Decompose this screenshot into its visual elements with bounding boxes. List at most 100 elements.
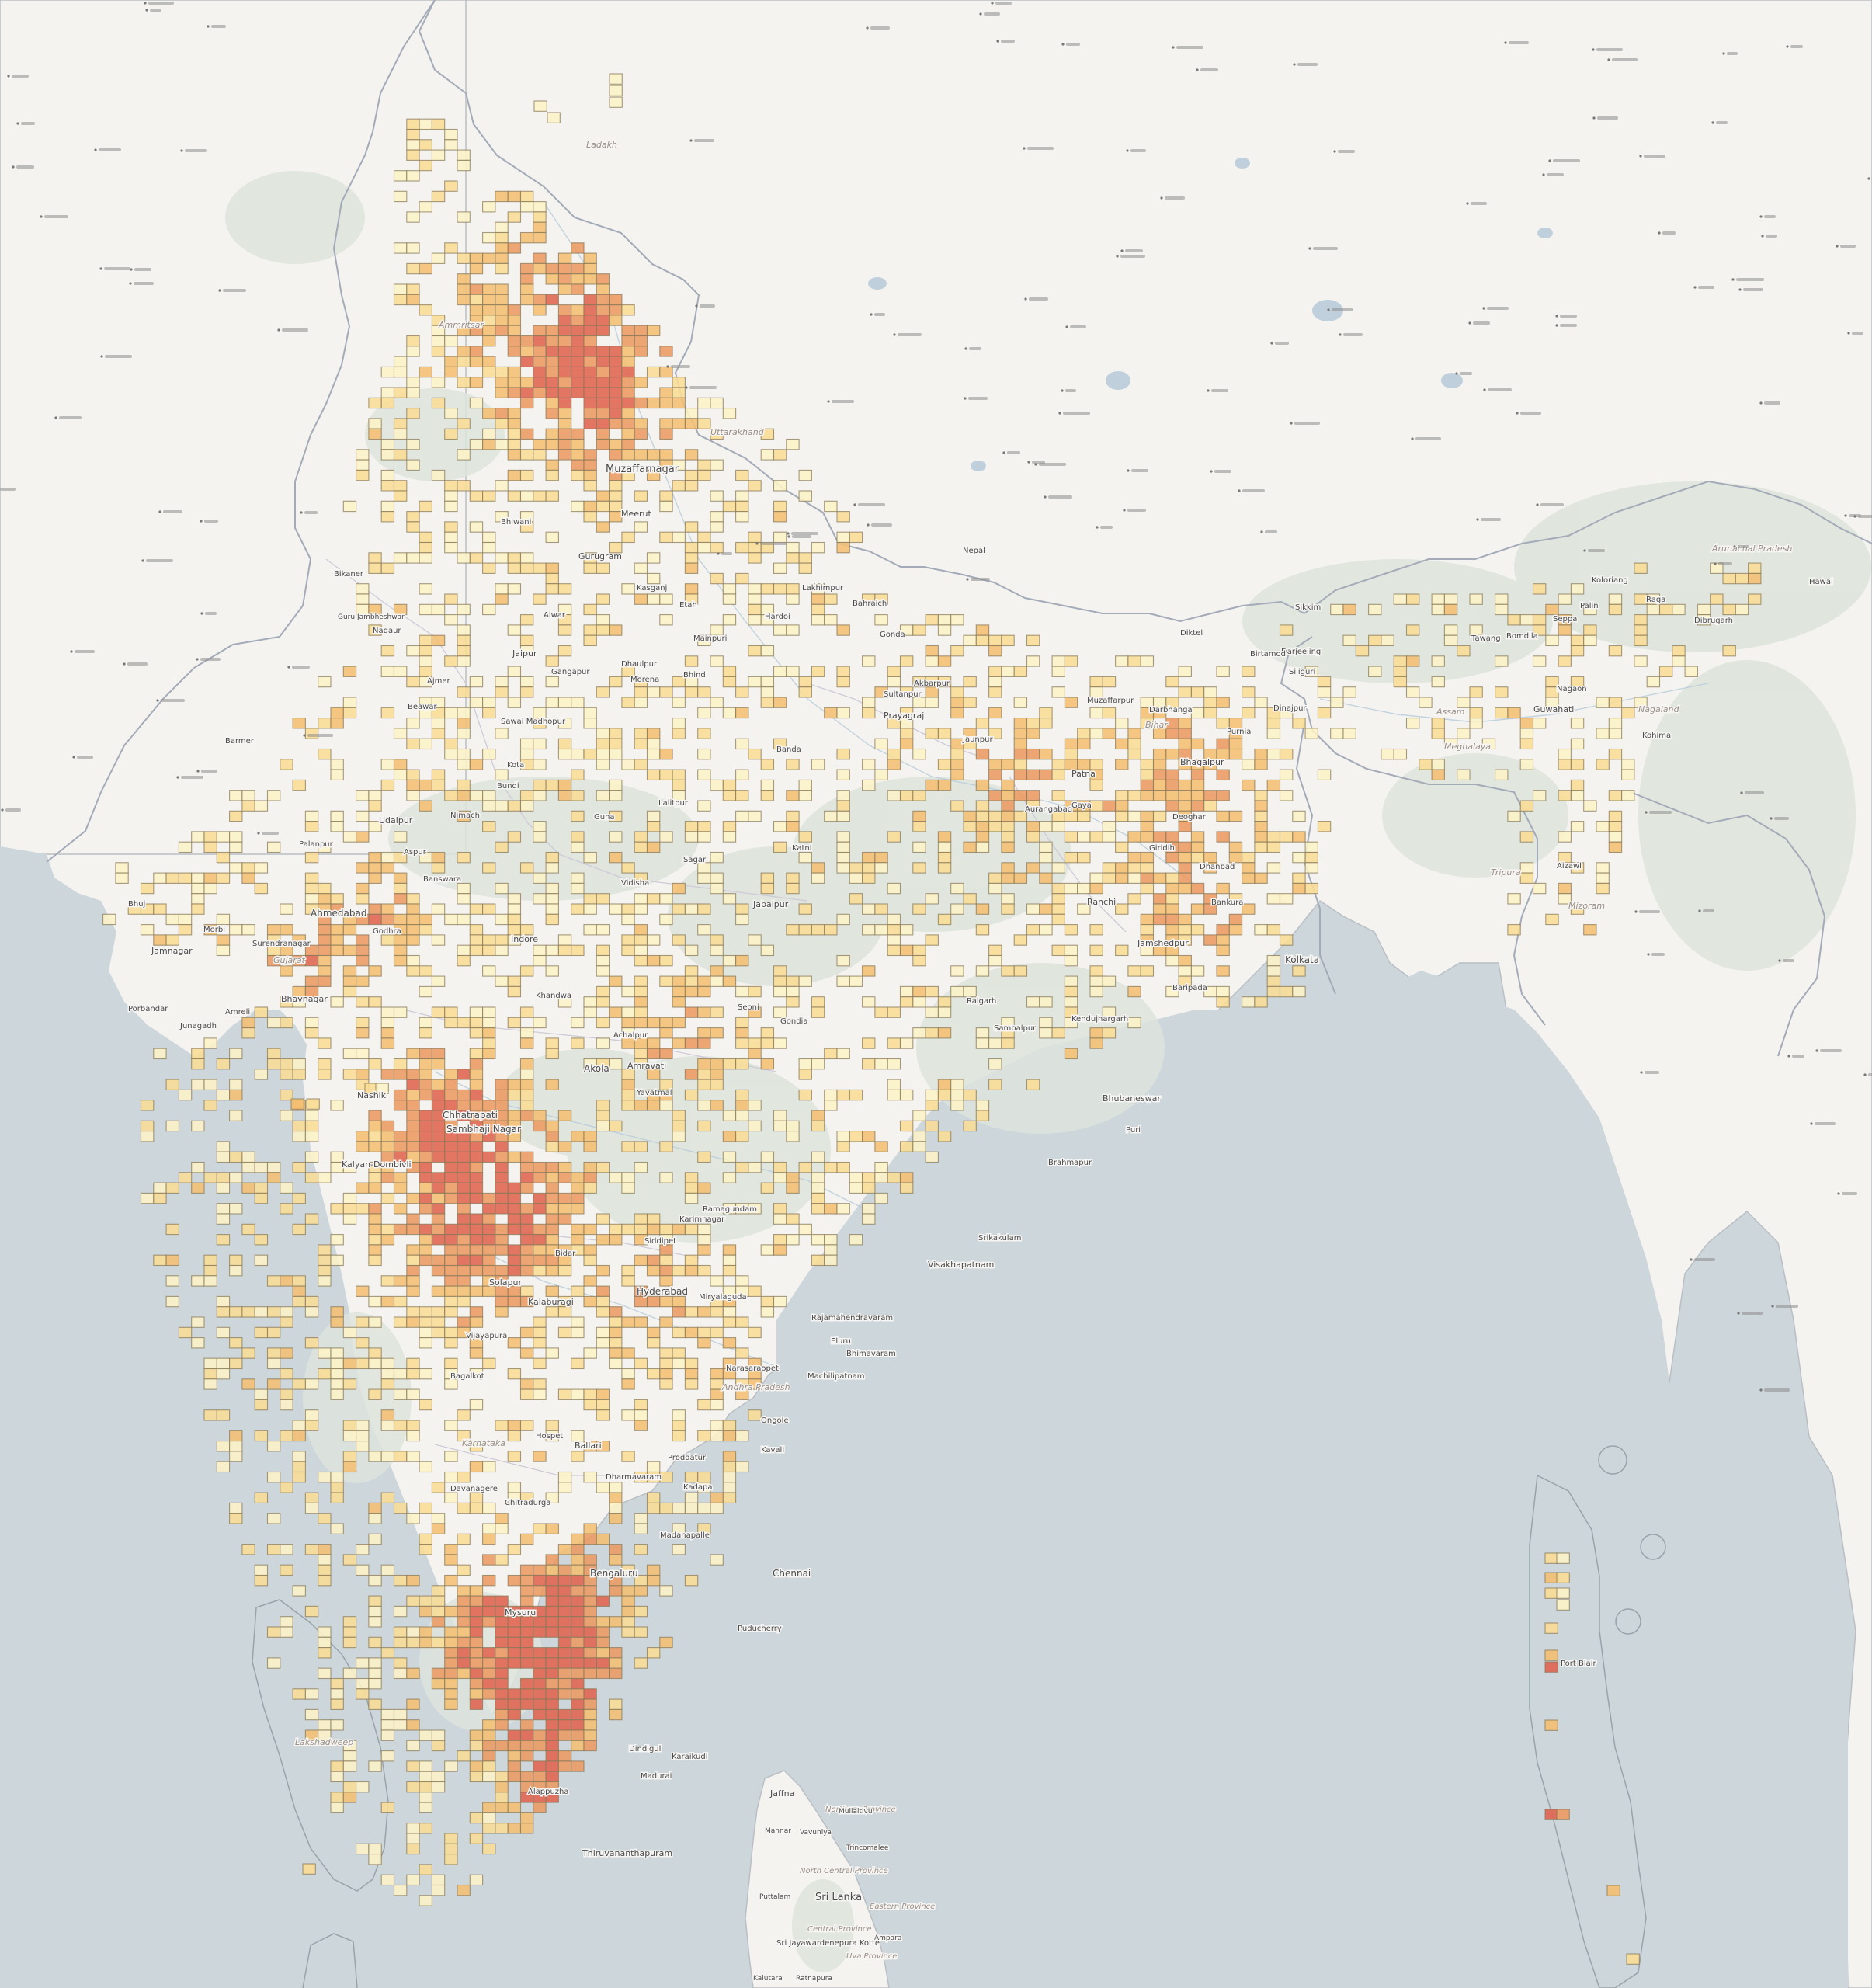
heatmap-cell[interactable]: [331, 997, 343, 1007]
heatmap-cell[interactable]: [495, 1771, 508, 1781]
heatmap-cell[interactable]: [558, 253, 571, 263]
heatmap-cell[interactable]: [1444, 635, 1457, 645]
heatmap-cell[interactable]: [774, 625, 787, 635]
heatmap-cell[interactable]: [381, 904, 394, 914]
heatmap-cell[interactable]: [685, 1183, 697, 1193]
heatmap-cell[interactable]: [1116, 801, 1128, 811]
heatmap-cell[interactable]: [533, 1017, 546, 1027]
heatmap-cell[interactable]: [672, 718, 685, 728]
heatmap-cell[interactable]: [394, 1276, 407, 1286]
heatmap-cell[interactable]: [634, 739, 647, 749]
heatmap-cell[interactable]: [268, 1472, 280, 1482]
heatmap-cell[interactable]: [192, 1338, 204, 1348]
heatmap-cell[interactable]: [432, 1617, 444, 1627]
heatmap-cell[interactable]: [546, 1679, 558, 1689]
heatmap-cell[interactable]: [483, 325, 495, 335]
heatmap-cell[interactable]: [610, 1668, 622, 1678]
heatmap-cell[interactable]: [483, 1255, 495, 1265]
heatmap-cell[interactable]: [419, 1142, 432, 1152]
heatmap-cell[interactable]: [1191, 853, 1203, 863]
heatmap-cell[interactable]: [407, 1782, 419, 1792]
heatmap-cell[interactable]: [648, 398, 660, 408]
heatmap-cell[interactable]: [1128, 1017, 1141, 1027]
heatmap-cell[interactable]: [811, 863, 824, 873]
heatmap-cell[interactable]: [787, 543, 799, 553]
heatmap-cell[interactable]: [495, 233, 508, 243]
heatmap-cell[interactable]: [989, 956, 1002, 966]
heatmap-cell[interactable]: [723, 584, 735, 594]
heatmap-cell[interactable]: [521, 676, 533, 686]
heatmap-cell[interactable]: [837, 863, 849, 873]
heatmap-cell[interactable]: [230, 1338, 242, 1348]
heatmap-cell[interactable]: [698, 687, 710, 697]
heatmap-cell[interactable]: [470, 377, 482, 388]
heatmap-cell[interactable]: [457, 1100, 470, 1110]
heatmap-cell[interactable]: [610, 739, 622, 749]
heatmap-cell[interactable]: [596, 356, 609, 367]
heatmap-cell[interactable]: [407, 1048, 419, 1058]
heatmap-cell[interactable]: [913, 863, 926, 873]
heatmap-cell[interactable]: [230, 863, 242, 873]
heatmap-cell[interactable]: [634, 1627, 647, 1637]
heatmap-cell[interactable]: [1002, 1038, 1014, 1048]
heatmap-cell[interactable]: [331, 1493, 343, 1503]
heatmap-cell[interactable]: [1609, 697, 1621, 707]
heatmap-cell[interactable]: [457, 356, 470, 367]
heatmap-cell[interactable]: [394, 883, 407, 893]
heatmap-cell[interactable]: [736, 739, 748, 749]
heatmap-cell[interactable]: [901, 728, 913, 739]
heatmap-cell[interactable]: [242, 1545, 255, 1555]
heatmap-cell[interactable]: [710, 491, 723, 501]
heatmap-cell[interactable]: [533, 450, 546, 460]
heatmap-cell[interactable]: [672, 1266, 685, 1276]
heatmap-cell[interactable]: [318, 1668, 331, 1678]
heatmap-cell[interactable]: [837, 1204, 849, 1214]
heatmap-cell[interactable]: [596, 440, 609, 450]
heatmap-cell[interactable]: [470, 1461, 482, 1472]
heatmap-cell[interactable]: [1267, 863, 1280, 873]
heatmap-cell[interactable]: [508, 419, 520, 429]
heatmap-cell[interactable]: [698, 925, 710, 935]
heatmap-cell[interactable]: [470, 1399, 482, 1409]
heatmap-cell[interactable]: [318, 676, 331, 686]
heatmap-cell[interactable]: [1065, 656, 1077, 666]
heatmap-cell[interactable]: [521, 1224, 533, 1234]
heatmap-cell[interactable]: [495, 801, 508, 811]
heatmap-cell[interactable]: [571, 1565, 584, 1575]
heatmap-cell[interactable]: [989, 811, 1002, 821]
heatmap-cell[interactable]: [495, 728, 508, 739]
heatmap-cell[interactable]: [419, 646, 432, 656]
heatmap-cell[interactable]: [116, 873, 128, 883]
heatmap-cell[interactable]: [938, 1028, 950, 1038]
heatmap-cell[interactable]: [1128, 863, 1141, 873]
heatmap-cell[interactable]: [596, 625, 609, 635]
heatmap-cell[interactable]: [432, 1327, 444, 1337]
heatmap-cell[interactable]: [1128, 966, 1141, 976]
heatmap-cell[interactable]: [685, 1379, 697, 1389]
heatmap-cell[interactable]: [698, 976, 710, 986]
heatmap-cell[interactable]: [1154, 780, 1166, 790]
heatmap-cell[interactable]: [356, 863, 369, 873]
heatmap-cell[interactable]: [343, 1379, 356, 1389]
heatmap-cell[interactable]: [672, 935, 685, 945]
heatmap-cell[interactable]: [571, 1709, 584, 1719]
heatmap-cell[interactable]: [268, 1545, 280, 1555]
heatmap-cell[interactable]: [1267, 718, 1280, 728]
heatmap-cell[interactable]: [533, 222, 546, 232]
heatmap-cell[interactable]: [356, 1782, 369, 1792]
heatmap-cell[interactable]: [736, 543, 748, 553]
heatmap-cell[interactable]: [1571, 635, 1583, 645]
heatmap-cell[interactable]: [811, 1235, 824, 1245]
heatmap-cell[interactable]: [710, 883, 723, 893]
heatmap-cell[interactable]: [331, 1235, 343, 1245]
heatmap-cell[interactable]: [457, 646, 470, 656]
heatmap-cell[interactable]: [825, 615, 837, 625]
heatmap-cell[interactable]: [964, 811, 976, 821]
heatmap-cell[interactable]: [634, 1142, 647, 1152]
heatmap-cell[interactable]: [483, 1214, 495, 1224]
heatmap-cell[interactable]: [407, 171, 419, 181]
heatmap-cell[interactable]: [1735, 573, 1748, 583]
heatmap-cell[interactable]: [521, 1173, 533, 1183]
heatmap-cell[interactable]: [432, 119, 444, 129]
